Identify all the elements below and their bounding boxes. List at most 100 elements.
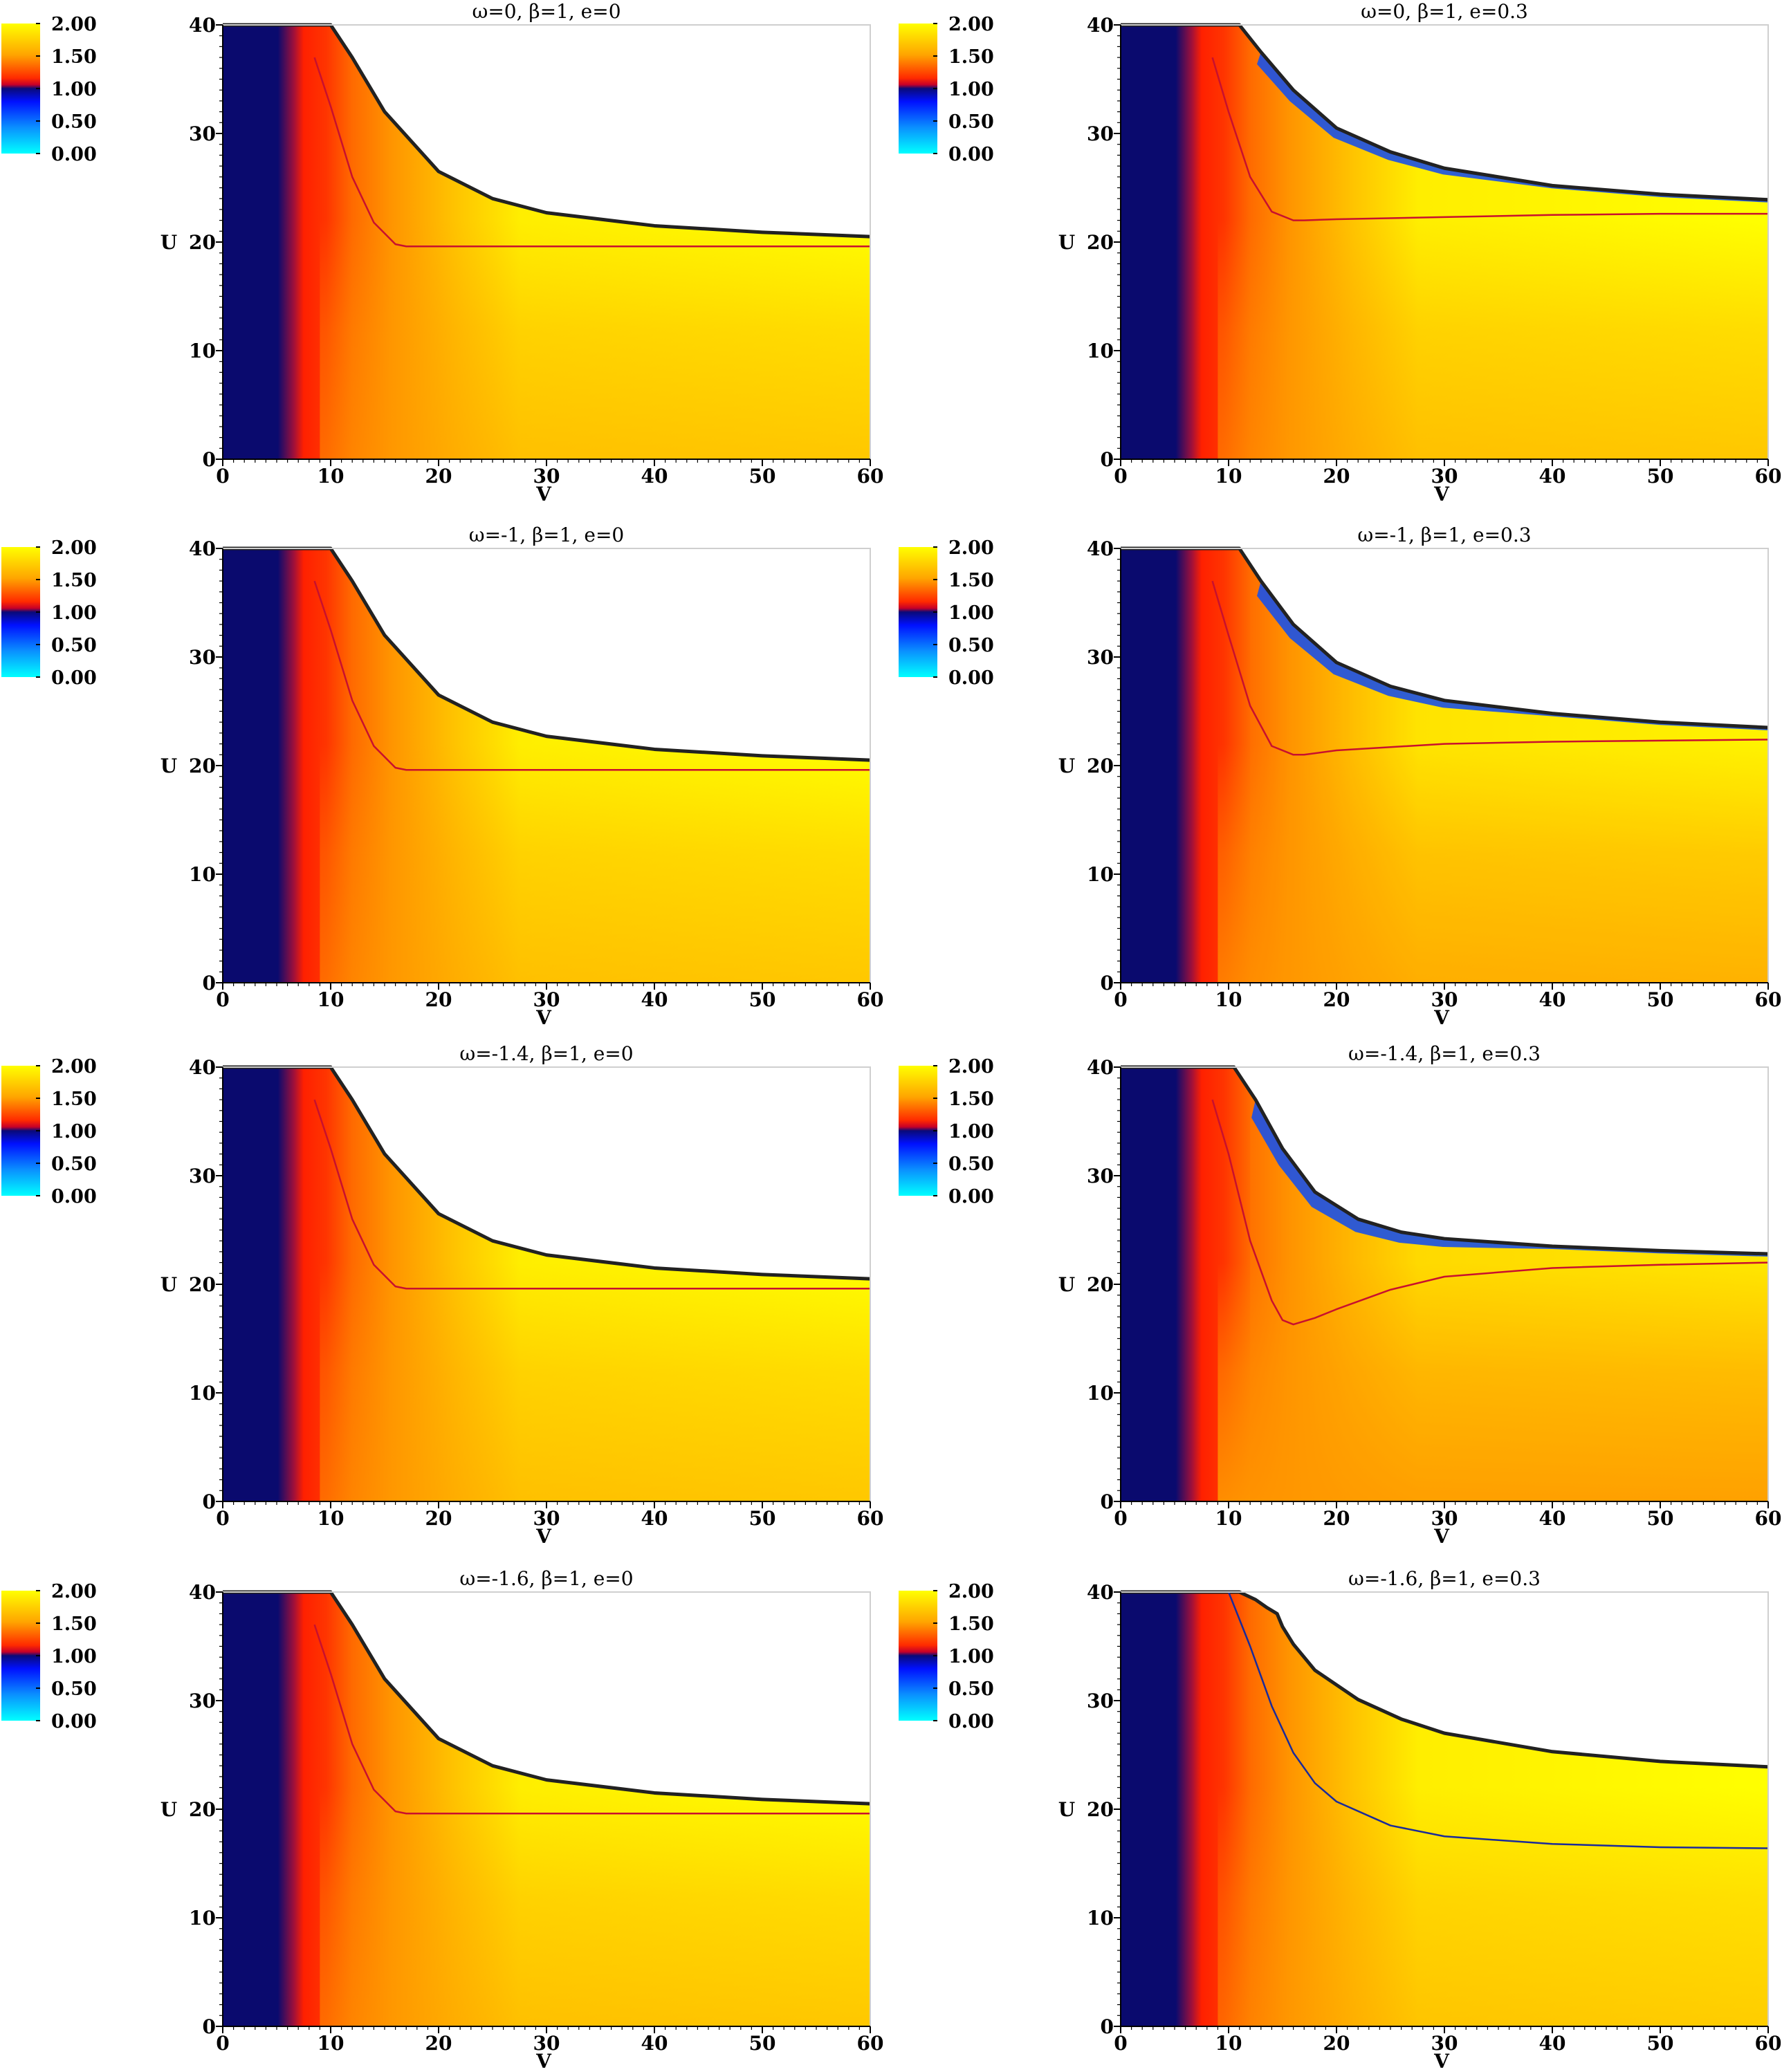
x-tick-label: 40 bbox=[641, 465, 668, 488]
chart-title: ω=-1.6, β=1, e=0 bbox=[459, 1567, 633, 1590]
x-tick-label: 20 bbox=[1323, 2032, 1350, 2055]
x-tick-label: 30 bbox=[1431, 1507, 1458, 1530]
y-axis-label: U bbox=[1058, 755, 1075, 777]
y-tick-label: 10 bbox=[189, 1382, 216, 1405]
colorbar-tick-label: 2.00 bbox=[948, 1581, 994, 1602]
colorbar-tick-label: 0.00 bbox=[51, 1711, 97, 1732]
x-tick-label: 50 bbox=[1647, 988, 1674, 1011]
x-tick-label: 50 bbox=[1647, 1507, 1674, 1530]
chart-panel-3: 2.00 1.50 1.00 0.50 0.00 0 10 20 30 40 0 10 20 30 40 50… bbox=[1, 524, 883, 1029]
x-tick-label: 20 bbox=[425, 2032, 452, 2055]
x-tick-label: 0 bbox=[216, 988, 229, 1011]
colorbar-tick-label: 0.50 bbox=[948, 1154, 994, 1175]
x-tick-label: 60 bbox=[1755, 1507, 1782, 1530]
x-tick-label: 20 bbox=[425, 988, 452, 1011]
y-axis-label: U bbox=[160, 231, 177, 254]
y-tick-label: 20 bbox=[189, 1798, 216, 1821]
y-tick-label: 30 bbox=[189, 646, 216, 669]
x-tick-label: 0 bbox=[216, 465, 229, 488]
chart-title: ω=-1.4, β=1, e=0 bbox=[459, 1042, 633, 1065]
x-axis-label: V bbox=[535, 483, 552, 506]
colorbar-tick-label: 1.50 bbox=[51, 1089, 97, 1110]
x-tick-label: 0 bbox=[216, 2032, 229, 2055]
chart-title: ω=-1, β=1, e=0.3 bbox=[1357, 524, 1531, 546]
x-tick-label: 20 bbox=[1323, 465, 1350, 488]
x-tick-label: 60 bbox=[1755, 465, 1782, 488]
orange-tint bbox=[1250, 548, 1768, 983]
colorbar-tick-label: 1.00 bbox=[51, 1121, 97, 1143]
colorbar-tick-label: 1.50 bbox=[948, 46, 994, 68]
colorbar-tick-label: 0.50 bbox=[51, 635, 97, 656]
x-tick-label: 0 bbox=[1114, 465, 1127, 488]
heatmap-field bbox=[1121, 1592, 1768, 2026]
x-tick-label: 60 bbox=[1755, 988, 1782, 1011]
y-tick-label: 20 bbox=[189, 1273, 216, 1296]
colorbar bbox=[1, 1066, 40, 1196]
colorbar bbox=[899, 1066, 937, 1196]
heatmap-field bbox=[1121, 1067, 1768, 1501]
x-tick-label: 40 bbox=[641, 2032, 668, 2055]
x-tick-label: 50 bbox=[749, 988, 776, 1011]
colorbar-tick-label: 1.00 bbox=[51, 79, 97, 100]
y-tick-label: 40 bbox=[189, 1581, 216, 1604]
x-tick-label: 20 bbox=[425, 1507, 452, 1530]
colorbar bbox=[1, 1591, 40, 1721]
y-tick-label: 40 bbox=[189, 14, 216, 37]
x-tick-label: 20 bbox=[1323, 1507, 1350, 1530]
x-tick-label: 40 bbox=[1539, 1507, 1566, 1530]
y-tick-label: 20 bbox=[1087, 755, 1114, 777]
chart-title: ω=-1, β=1, e=0 bbox=[469, 524, 624, 546]
y-tick-label: 30 bbox=[1087, 646, 1114, 669]
x-tick-label: 40 bbox=[641, 988, 668, 1011]
y-tick-label: 10 bbox=[1087, 1382, 1114, 1405]
x-tick-label: 10 bbox=[1215, 1507, 1242, 1530]
y-axis-label: U bbox=[1058, 1798, 1075, 1821]
x-tick-label: 0 bbox=[1114, 988, 1127, 1011]
x-axis-label: V bbox=[1433, 1525, 1450, 1548]
x-axis-label: V bbox=[1433, 1006, 1450, 1029]
boundary-curve bbox=[1121, 546, 1769, 730]
y-tick-label: 30 bbox=[1087, 1690, 1114, 1712]
colorbar-tick-label: 0.00 bbox=[51, 1186, 97, 1208]
x-tick-label: 10 bbox=[318, 465, 345, 488]
chart-panel-7: 2.00 1.50 1.00 0.50 0.00 0 10 20 30 40 0 10 20 30 40 50… bbox=[1, 1567, 883, 2072]
chart-panel-6: 2.00 1.50 1.00 0.50 0.00 0 10 20 30 40 0 10 20 30 40 50… bbox=[899, 1042, 1782, 1548]
colorbar-tick-label: 1.00 bbox=[51, 1646, 97, 1667]
y-axis-label: U bbox=[160, 1798, 177, 1821]
y-axis-label: U bbox=[160, 755, 177, 777]
y-axis-label: U bbox=[1058, 231, 1075, 254]
orange-wash bbox=[1218, 25, 1768, 459]
colorbar-tick-label: 0.00 bbox=[948, 144, 994, 165]
chart-title: ω=-1.6, β=1, e=0.3 bbox=[1348, 1567, 1541, 1590]
x-tick-label: 0 bbox=[216, 1507, 229, 1530]
x-tick-label: 30 bbox=[533, 988, 560, 1011]
heatmap-field bbox=[223, 1067, 870, 1501]
x-tick-label: 40 bbox=[1539, 988, 1566, 1011]
y-axis-label: U bbox=[1058, 1273, 1075, 1296]
x-tick-label: 50 bbox=[749, 465, 776, 488]
colorbar-tick-label: 1.50 bbox=[948, 1089, 994, 1110]
y-tick-label: 10 bbox=[189, 340, 216, 362]
y-tick-label: 0 bbox=[1101, 2015, 1114, 2038]
x-axis-label: V bbox=[535, 2050, 552, 2072]
boundary-curve bbox=[223, 1065, 871, 1281]
y-tick-label: 40 bbox=[1087, 537, 1114, 560]
x-tick-label: 50 bbox=[749, 1507, 776, 1530]
colorbar bbox=[899, 547, 937, 677]
y-tick-label: 10 bbox=[1087, 863, 1114, 886]
y-axis-label: U bbox=[160, 1273, 177, 1296]
colorbar-tick-label: 0.00 bbox=[948, 1186, 994, 1208]
y-tick-label: 30 bbox=[1087, 122, 1114, 145]
x-tick-label: 0 bbox=[1114, 1507, 1127, 1530]
y-tick-label: 0 bbox=[203, 2015, 216, 2038]
colorbar-tick-label: 1.50 bbox=[51, 46, 97, 68]
y-tick-label: 10 bbox=[1087, 1907, 1114, 1930]
y-tick-label: 20 bbox=[189, 231, 216, 254]
colorbar-tick-label: 0.50 bbox=[51, 1678, 97, 1700]
y-tick-label: 30 bbox=[189, 122, 216, 145]
colorbar-tick-label: 0.50 bbox=[51, 1154, 97, 1175]
x-tick-label: 60 bbox=[1755, 2032, 1782, 2055]
x-tick-label: 10 bbox=[1215, 465, 1242, 488]
x-axis-label: V bbox=[535, 1006, 552, 1029]
contour-line bbox=[313, 1099, 870, 1290]
